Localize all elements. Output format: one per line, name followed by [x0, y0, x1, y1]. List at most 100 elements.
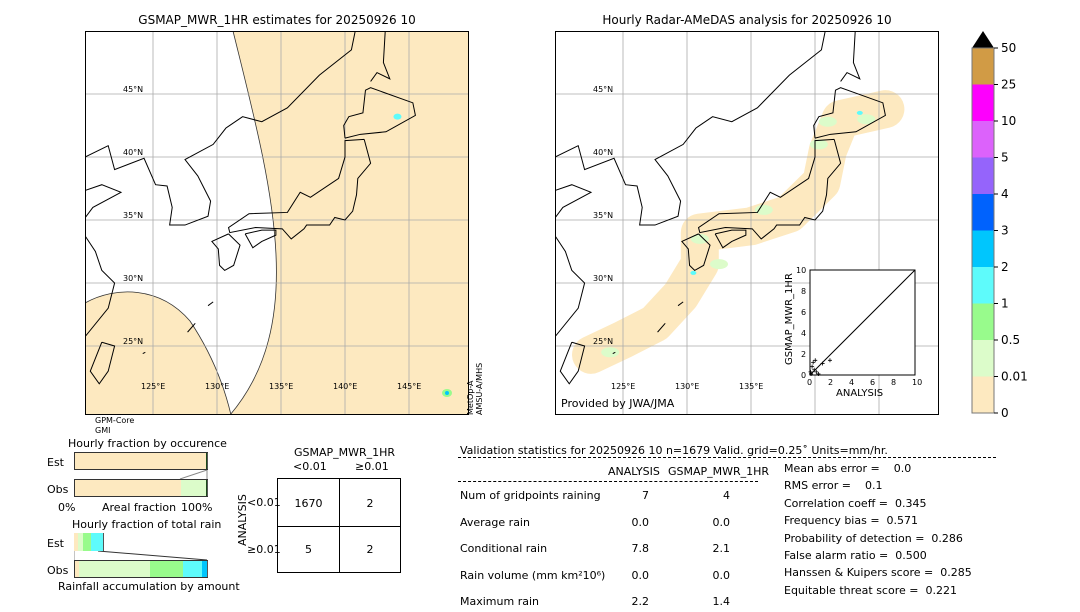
colorbar-tick-label: 10 [1001, 114, 1016, 128]
cell-miss: 5 [305, 543, 312, 556]
colorbar-segment [972, 157, 994, 194]
coastline [677, 301, 684, 307]
scatter-point [827, 358, 832, 363]
coastline [207, 301, 214, 307]
coastline [187, 322, 196, 333]
lon-label: 130°E [675, 382, 699, 391]
coastline [681, 233, 711, 272]
rain-area [754, 204, 773, 215]
coastline [85, 31, 356, 338]
right-map-title: Hourly Radar-AMeDAS analysis for 2025092… [602, 13, 892, 27]
swath-coverage [85, 291, 232, 415]
colorbar-tick-label: 2 [1001, 260, 1009, 274]
lon-label: 145°E [397, 382, 421, 391]
scatter-point [811, 360, 816, 365]
score-line: Equitable threat score = 0.221 [784, 583, 957, 597]
contingency-table: 1670 2 5 2 [277, 478, 401, 573]
coastline [697, 138, 842, 240]
rain-area [690, 233, 709, 244]
score-line: RMS error = 0.1 [784, 479, 883, 493]
score-line: Mean abs error = 0.0 [784, 462, 912, 475]
bar-segment [91, 533, 105, 551]
colorbar-segment [972, 376, 994, 413]
lat-label: 45°N [123, 85, 143, 94]
stat-analysis-value: 7.8 [631, 542, 650, 555]
x-tick-label: 2 [828, 378, 833, 387]
bar-segment [75, 480, 182, 496]
scatter-point [820, 361, 825, 366]
axis-100pct: 100% [181, 501, 213, 514]
score-line: Probability of detection = 0.286 [784, 531, 963, 545]
lat-label: 40°N [593, 148, 613, 157]
lat-label: 25°N [123, 337, 143, 346]
total-rain-obs-bar [74, 560, 208, 578]
bar-segment [75, 453, 208, 469]
lon-label: 140°E [333, 382, 357, 391]
cell-hit: 2 [366, 543, 374, 556]
coastline [813, 87, 886, 139]
obs-label: Obs [47, 483, 69, 496]
row-ge: ≥0.01 [247, 543, 281, 556]
colorbar-tick-label: 0.5 [1001, 333, 1020, 347]
col-analysis: ANALYSIS [608, 465, 660, 478]
bar-segment [150, 561, 185, 577]
y-tick-label: 10 [796, 266, 806, 275]
stat-analysis-value: 0.0 [631, 568, 650, 582]
scatter-ylabel: GSMAP_MWR_1HR [784, 273, 795, 365]
y-tick-label: 4 [801, 329, 806, 338]
y-tick-label: 2 [801, 350, 806, 359]
stat-analysis-value: 7 [642, 489, 649, 502]
bar-segment [183, 561, 203, 577]
lat-label: 45°N [593, 85, 613, 94]
colorbar-segment [972, 230, 994, 267]
rain-area [710, 259, 728, 270]
colorbar-tick-label: 0 [1001, 406, 1009, 420]
stat-label: Rain volume (mm km²10⁶) [460, 568, 606, 582]
stat-label: Average rain [460, 515, 530, 529]
coastline [142, 351, 146, 355]
score-line: False alarm ratio = 0.500 [784, 549, 927, 562]
colorbar-tick-label: 5 [1001, 151, 1009, 165]
data-credit: Provided by JWA/JMA [561, 397, 675, 410]
lon-label: 125°E [141, 382, 165, 391]
colorbar-segment [972, 121, 994, 158]
bar-segment [201, 561, 208, 577]
left-map-sensor-right: MetOp-A AMSU-A/MHS [466, 363, 484, 415]
colorbar-tick-label: 50 [1001, 41, 1016, 55]
colorbar-segment [972, 303, 994, 340]
coastline [714, 229, 747, 249]
occurrence-title: Hourly fraction by occurence [68, 437, 227, 450]
scatter-point [812, 367, 817, 372]
lon-label: 125°E [611, 382, 635, 391]
x-tick-label: 10 [912, 378, 922, 387]
radar-coverage [572, 90, 905, 374]
x-tick-label: 6 [870, 378, 875, 387]
coastline [370, 31, 391, 82]
stat-analysis-value: 0.0 [631, 515, 650, 529]
rain-area [818, 116, 837, 127]
scatter-inset: 00 2 2 4 4 6 6 8 8 10 10 ANALYSIS GSMAP_MWR_1HR [784, 266, 922, 399]
score-line: Hanssen & Kuipers score = 0.285 [784, 566, 972, 580]
coastline [657, 322, 666, 333]
colorbar: 0 0.01 0.5 1 2 3 4 5 10 25 50 [971, 31, 1028, 420]
lon-label: 130°E [205, 382, 229, 391]
occurrence-obs-bar [74, 479, 208, 497]
bar-segment [206, 453, 208, 469]
stat-label: Conditional rain [460, 542, 548, 555]
total-rain-title: Hourly fraction of total rain [72, 518, 222, 531]
stats-header: Validation statistics for 20250926 10 n=… [460, 444, 888, 457]
colorbar-segment [972, 84, 994, 121]
x-tick-label: 8 [891, 378, 896, 387]
coastline [612, 351, 616, 355]
col-lt: <0.01 [293, 460, 327, 473]
lat-label: 30°N [593, 274, 613, 283]
colorbar-extend-arrow [972, 31, 994, 48]
x-tick-label: 0 [807, 378, 812, 387]
left-map-sensor-bottom: GPM-Core GMI [95, 416, 134, 436]
colorbar-segment [972, 267, 994, 304]
score-line: Correlation coeff = 0.345 [784, 496, 927, 510]
coastline [840, 31, 861, 82]
colorbar-tick-label: 4 [1001, 187, 1009, 201]
score-line: Frequency bias = 0.571 [784, 514, 919, 528]
coastline [211, 233, 241, 272]
